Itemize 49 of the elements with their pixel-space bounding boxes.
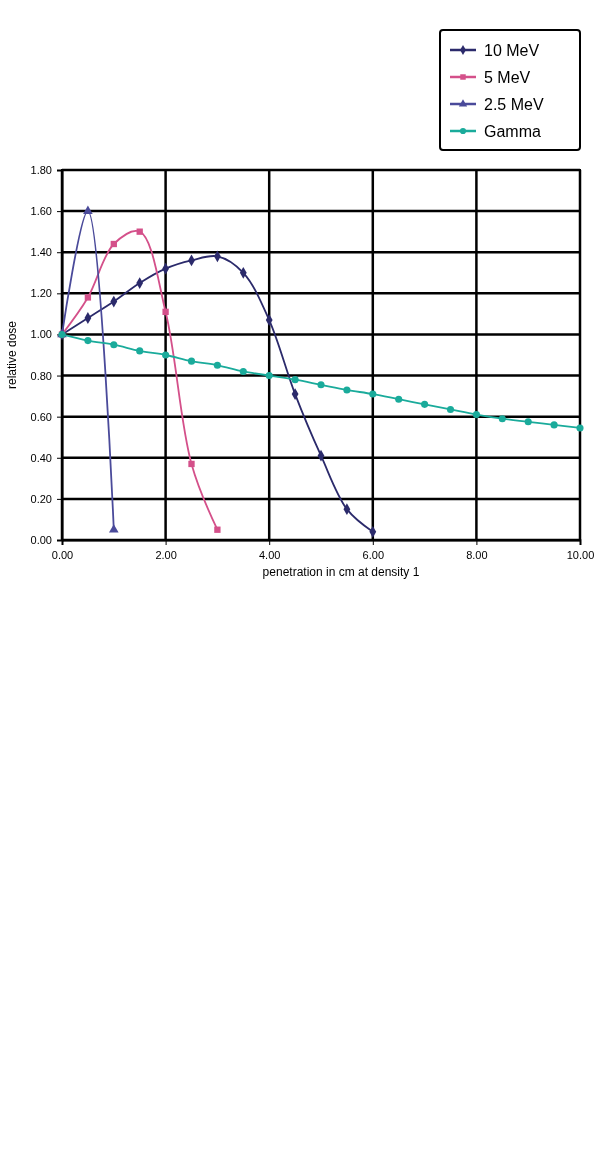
y-axis-title: relative dose	[5, 320, 19, 390]
y-tick-label: 1.20	[30, 287, 52, 300]
legend-label: 10 MeV	[484, 42, 540, 59]
y-tick-label: 0.00	[30, 534, 52, 547]
point	[83, 205, 93, 214]
point	[498, 415, 506, 423]
point	[84, 337, 92, 345]
x-axis-title: penetration in cm at density 1	[262, 565, 420, 579]
y-tick-label: 1.00	[30, 328, 52, 341]
x-tick-label: 2.00	[155, 548, 177, 561]
point	[110, 240, 117, 248]
legend-label: 5 MeV	[484, 69, 531, 86]
legend-label: 2.5 MeV	[484, 96, 544, 113]
point	[136, 228, 143, 235]
point	[395, 395, 403, 403]
x-tick-label: 8.00	[466, 548, 488, 561]
point	[162, 308, 169, 315]
y-tick-label: 0.20	[30, 492, 52, 505]
point	[343, 386, 351, 394]
point	[84, 294, 92, 301]
point	[446, 405, 455, 414]
x-tick-label: 4.00	[258, 548, 281, 561]
point	[550, 421, 558, 429]
point	[188, 460, 195, 468]
y-tick-label: 1.40	[30, 246, 52, 259]
point	[213, 361, 221, 369]
point	[524, 418, 532, 426]
point	[136, 347, 144, 355]
point	[162, 351, 170, 359]
point	[187, 357, 196, 365]
y-tick-label: 1.80	[30, 164, 52, 177]
point	[239, 367, 247, 376]
y-tick-label: 0.80	[30, 369, 52, 382]
x-tick-label: 6.00	[362, 548, 385, 561]
point	[317, 381, 325, 389]
point	[214, 526, 221, 533]
y-tick-label: 0.60	[30, 410, 52, 423]
point	[421, 400, 429, 408]
legend-label: Gamma	[484, 123, 541, 140]
point	[472, 411, 480, 419]
point	[291, 376, 299, 384]
point	[369, 390, 377, 398]
y-tick-label: 1.60	[30, 205, 52, 218]
point	[265, 371, 273, 380]
x-tick-label: 0.00	[51, 548, 74, 561]
y-tick-label: 0.40	[30, 451, 52, 464]
x-tick-label: 10.00	[566, 548, 595, 561]
point	[576, 424, 584, 432]
point	[110, 341, 118, 349]
